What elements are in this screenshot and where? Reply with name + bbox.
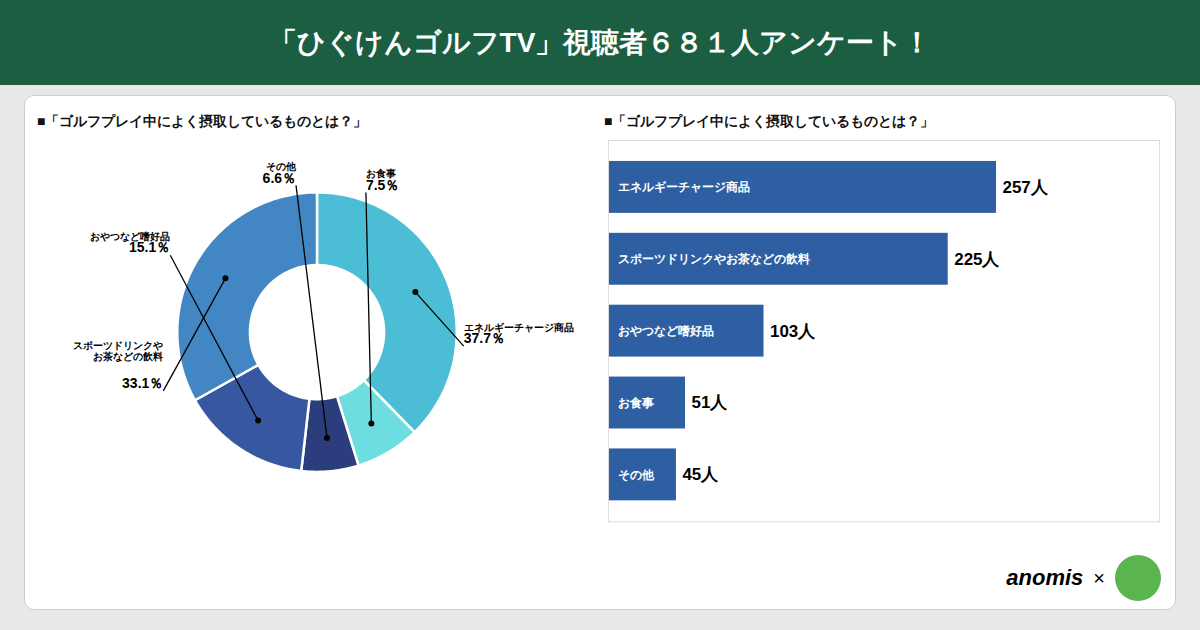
svg-text:45人: 45人 xyxy=(682,465,719,484)
svg-text:お食事: お食事 xyxy=(618,396,654,410)
html-text:anomis: anomis xyxy=(1006,565,1084,590)
svg-text:スポーツドリンクやお茶などの飲料: スポーツドリンクやお茶などの飲料 xyxy=(73,340,163,363)
svg-text:33.1％: 33.1％ xyxy=(122,375,163,391)
svg-text:51人: 51人 xyxy=(691,393,728,412)
svg-text:その他: その他 xyxy=(618,468,655,482)
svg-text:おやつなど嗜好品: おやつなど嗜好品 xyxy=(90,230,171,242)
svg-text:257人: 257人 xyxy=(1003,178,1049,197)
html-text:■「ゴルフプレイ中によく摂取しているものとは？」: ■「ゴルフプレイ中によく摂取しているものとは？」 xyxy=(37,113,368,129)
svg-text:7.5％: 7.5％ xyxy=(366,177,399,193)
svg-text:おやつなど嗜好品: おやつなど嗜好品 xyxy=(618,324,714,338)
svg-text:6.6％: 6.6％ xyxy=(263,170,296,186)
html-text:■「ゴルフプレイ中によく摂取しているものとは？」: ■「ゴルフプレイ中によく摂取しているものとは？」 xyxy=(604,113,935,129)
svg-text:103人: 103人 xyxy=(770,322,816,341)
svg-text:37.7％: 37.7％ xyxy=(464,330,505,346)
svg-text:その他: その他 xyxy=(266,161,296,172)
svg-text:エネルギーチャージ商品: エネルギーチャージ商品 xyxy=(463,321,574,333)
svg-text:15.1％: 15.1％ xyxy=(129,239,170,255)
html-text:「ひぐけんゴルフTV」視聴者６８１人アンケート！: 「ひぐけんゴルフTV」視聴者６８１人アンケート！ xyxy=(268,26,932,58)
svg-text:225人: 225人 xyxy=(954,250,1000,269)
svg-text:スポーツドリンクやお茶などの飲料: スポーツドリンクやお茶などの飲料 xyxy=(618,252,810,266)
svg-text:エネルギーチャージ商品: エネルギーチャージ商品 xyxy=(618,180,750,194)
svg-text:お食事: お食事 xyxy=(365,168,396,179)
